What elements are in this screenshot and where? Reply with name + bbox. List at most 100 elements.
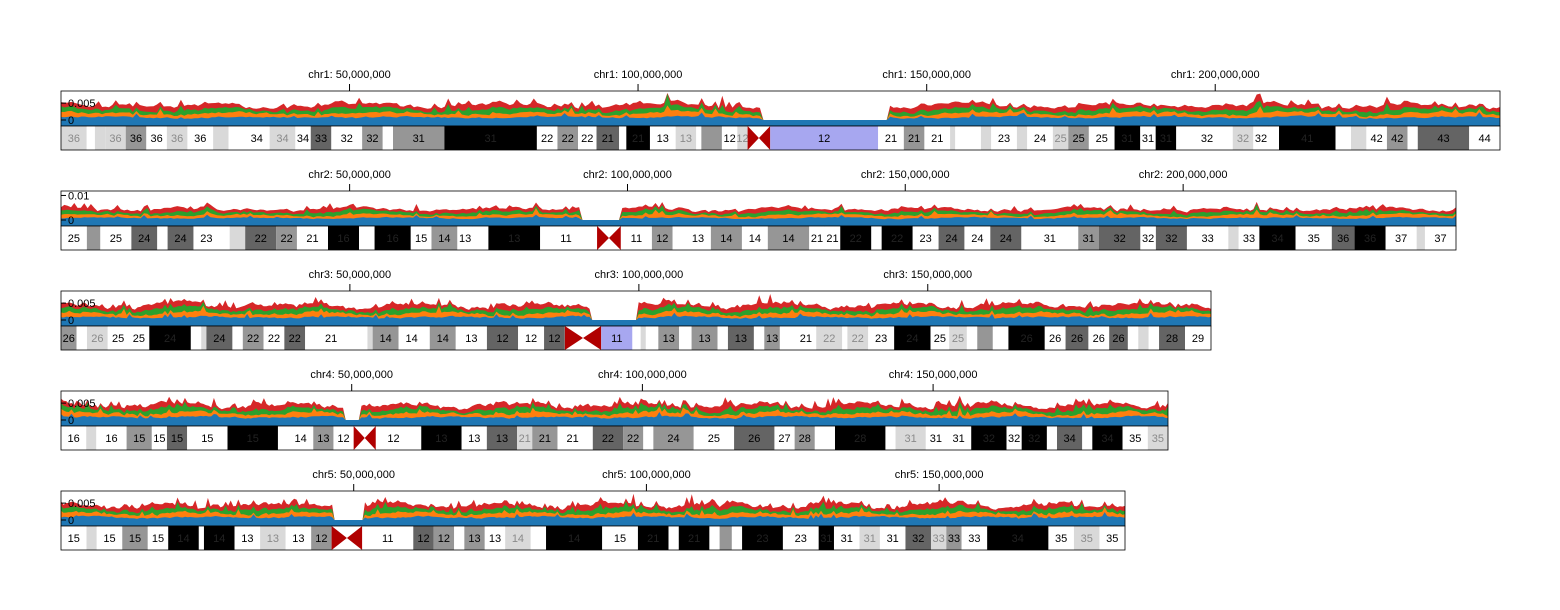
- cytoband: [87, 226, 100, 250]
- cytoband-label: 37: [1434, 233, 1446, 245]
- cytoband-label: 16: [337, 233, 349, 245]
- cytoband: [842, 326, 847, 350]
- cytoband-label: 35: [1152, 433, 1164, 445]
- y-tick-label: 0: [68, 315, 74, 327]
- cytoband-label: 44: [1478, 133, 1490, 145]
- cytoband-label: 22: [541, 133, 553, 145]
- y-tick-label: 0: [68, 515, 74, 527]
- cytoband-label: 31: [864, 533, 876, 545]
- cytoband-label: 24: [1034, 133, 1046, 145]
- cytoband-label: 14: [295, 433, 307, 445]
- position-tick-label: chr3: 150,000,000: [883, 269, 972, 281]
- cytoband-label: 12: [723, 133, 735, 145]
- cytoband-label: 22: [247, 333, 259, 345]
- cytoband-label: 41: [1301, 133, 1313, 145]
- cytoband-label: 35: [1308, 233, 1320, 245]
- cytoband-label: 14: [438, 233, 450, 245]
- cytoband-label: 14: [568, 533, 580, 545]
- position-tick-label: chr4: 50,000,000: [310, 369, 393, 381]
- position-tick-label: chr4: 100,000,000: [598, 369, 687, 381]
- cytoband-label: 33: [1202, 233, 1214, 245]
- cytoband-label: 12: [337, 433, 349, 445]
- cytoband-label: 14: [380, 333, 392, 345]
- cytoband-label: 11: [560, 233, 571, 245]
- cytoband-label: 15: [68, 533, 80, 545]
- cytoband-label: 32: [1255, 133, 1267, 145]
- cytoband-label: 36: [150, 133, 162, 145]
- cytoband: [679, 326, 691, 350]
- position-tick-label: chr1: 100,000,000: [594, 69, 683, 81]
- cytoband: [1269, 126, 1279, 150]
- cytoband: [219, 226, 229, 250]
- cytoband-label: 32: [1201, 133, 1213, 145]
- cytoband-label: 15: [153, 433, 165, 445]
- cytoband-label: 31: [952, 433, 964, 445]
- cytoband-label: 15: [103, 533, 115, 545]
- cytoband-label: 13: [241, 533, 253, 545]
- cytoband-label: 13: [657, 133, 669, 145]
- position-tick-label: chr5: 100,000,000: [602, 469, 691, 481]
- cytoband-label: 31: [1044, 233, 1056, 245]
- cytoband: [531, 526, 546, 550]
- cytoband-label: 15: [171, 433, 183, 445]
- cytoband-label: 13: [292, 533, 304, 545]
- cytoband-label: 31: [1142, 133, 1154, 145]
- cytoband-label: 35: [1106, 533, 1118, 545]
- cytoband-label: 14: [749, 233, 761, 245]
- cytoband-label: 13: [468, 533, 480, 545]
- cytoband-label: 12: [525, 333, 537, 345]
- cytoband-label: 34: [1063, 433, 1075, 445]
- cytoband-label: 13: [317, 433, 329, 445]
- cytoband: [646, 326, 658, 350]
- cytoband: [885, 426, 895, 450]
- cytoband-label: 25: [133, 333, 145, 345]
- cytoband: [383, 126, 393, 150]
- cytoband-label: 31: [1160, 133, 1172, 145]
- cytoband: [77, 326, 87, 350]
- cytoband-label: 15: [247, 433, 259, 445]
- cytoband-label: 33: [315, 133, 327, 145]
- cytoband-label: 24: [971, 233, 983, 245]
- cytoband-label: 23: [875, 333, 887, 345]
- position-tick-label: chr3: 50,000,000: [309, 269, 392, 281]
- cytoband-label: 22: [289, 333, 301, 345]
- signal-baseline: [61, 120, 1500, 126]
- cytoband-label: 13: [496, 433, 508, 445]
- cytoband-label: 24: [1000, 233, 1012, 245]
- cytoband-label: 21: [539, 433, 551, 445]
- cytoband: [352, 326, 368, 350]
- cytoband-label: 36: [1364, 233, 1376, 245]
- cytoband-label: 21: [325, 333, 337, 345]
- cytoband-label: 26: [63, 333, 75, 345]
- cytoband-label: 13: [459, 233, 471, 245]
- cytoband-label: 33: [933, 533, 945, 545]
- cytoband-label: 13: [267, 533, 279, 545]
- cytoband-label: 12: [496, 333, 508, 345]
- cytoband-label: 14: [213, 533, 225, 545]
- position-tick-label: chr2: 50,000,000: [308, 169, 391, 181]
- cytoband-label: 32: [1142, 233, 1154, 245]
- cytoband: [232, 326, 242, 350]
- cytoband: [1176, 126, 1181, 150]
- cytoband-label: 25: [1072, 133, 1084, 145]
- signal-baseline: [61, 520, 1125, 526]
- cytoband-label: 21: [908, 133, 920, 145]
- cytoband-label: 23: [756, 533, 768, 545]
- cytoband: [1017, 126, 1027, 150]
- cytoband-label: 22: [823, 333, 835, 345]
- cytoband-label: 32: [912, 533, 924, 545]
- cytoband: [732, 526, 742, 550]
- y-tick-label: 0.01: [68, 190, 89, 202]
- cytoband-label: 11: [631, 233, 642, 245]
- position-tick-label: chr4: 150,000,000: [889, 369, 978, 381]
- cytoband-label: 13: [508, 233, 520, 245]
- cytoband-label: 23: [200, 233, 212, 245]
- position-tick-label: chr2: 200,000,000: [1139, 169, 1228, 181]
- cytoband-label: 13: [698, 333, 710, 345]
- cytoband-label: 34: [1271, 233, 1283, 245]
- cytoband: [278, 426, 288, 450]
- cytoband: [669, 526, 679, 550]
- cytoband-label: 13: [435, 433, 447, 445]
- cytoband: [86, 426, 96, 450]
